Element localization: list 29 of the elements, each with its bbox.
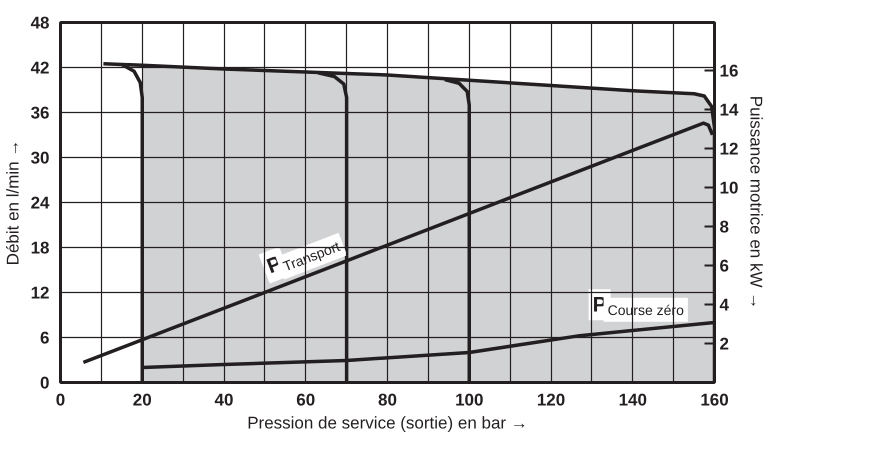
x-tick-label: 20: [132, 390, 152, 410]
x-tick-label: 80: [378, 390, 397, 410]
y-tick-label: 30: [30, 148, 50, 168]
y2-axis-title: Puissance motrice en kW →: [746, 96, 766, 310]
x-tick-label: 40: [214, 390, 234, 410]
y2-tick-label: 2: [720, 334, 729, 354]
x-axis-title: Pression de service (sortie) en bar →: [247, 414, 528, 432]
x-tick-label: 120: [536, 390, 566, 410]
y-tick-label: 0: [40, 374, 50, 392]
x-tick-label: 140: [618, 390, 647, 410]
y-tick-label: 48: [30, 14, 50, 32]
y2-tick-label: 10: [720, 178, 738, 198]
y-axis-title: Débit en l/min →: [4, 140, 23, 266]
x-tick-label: 0: [56, 390, 66, 410]
y2-tick-label: 8: [720, 217, 729, 236]
x-tick-label: 60: [296, 390, 316, 410]
y-tick-label: 6: [40, 328, 50, 348]
x-tick-label: 100: [455, 390, 484, 410]
x-tick-label: 160: [700, 390, 729, 410]
y2-tick-label: 6: [720, 256, 729, 276]
y2-tick-label: 12: [720, 139, 738, 158]
y-tick-label: 42: [30, 58, 50, 78]
y-tick-label: 18: [30, 238, 50, 258]
y-tick-label: 36: [30, 104, 50, 122]
y2-tick-label: 14: [720, 100, 739, 120]
y-tick-label: 24: [30, 194, 50, 212]
y2-tick-label: 4: [720, 295, 730, 314]
y-tick-label: 12: [30, 284, 50, 302]
y2-tick-label: 16: [720, 61, 738, 80]
